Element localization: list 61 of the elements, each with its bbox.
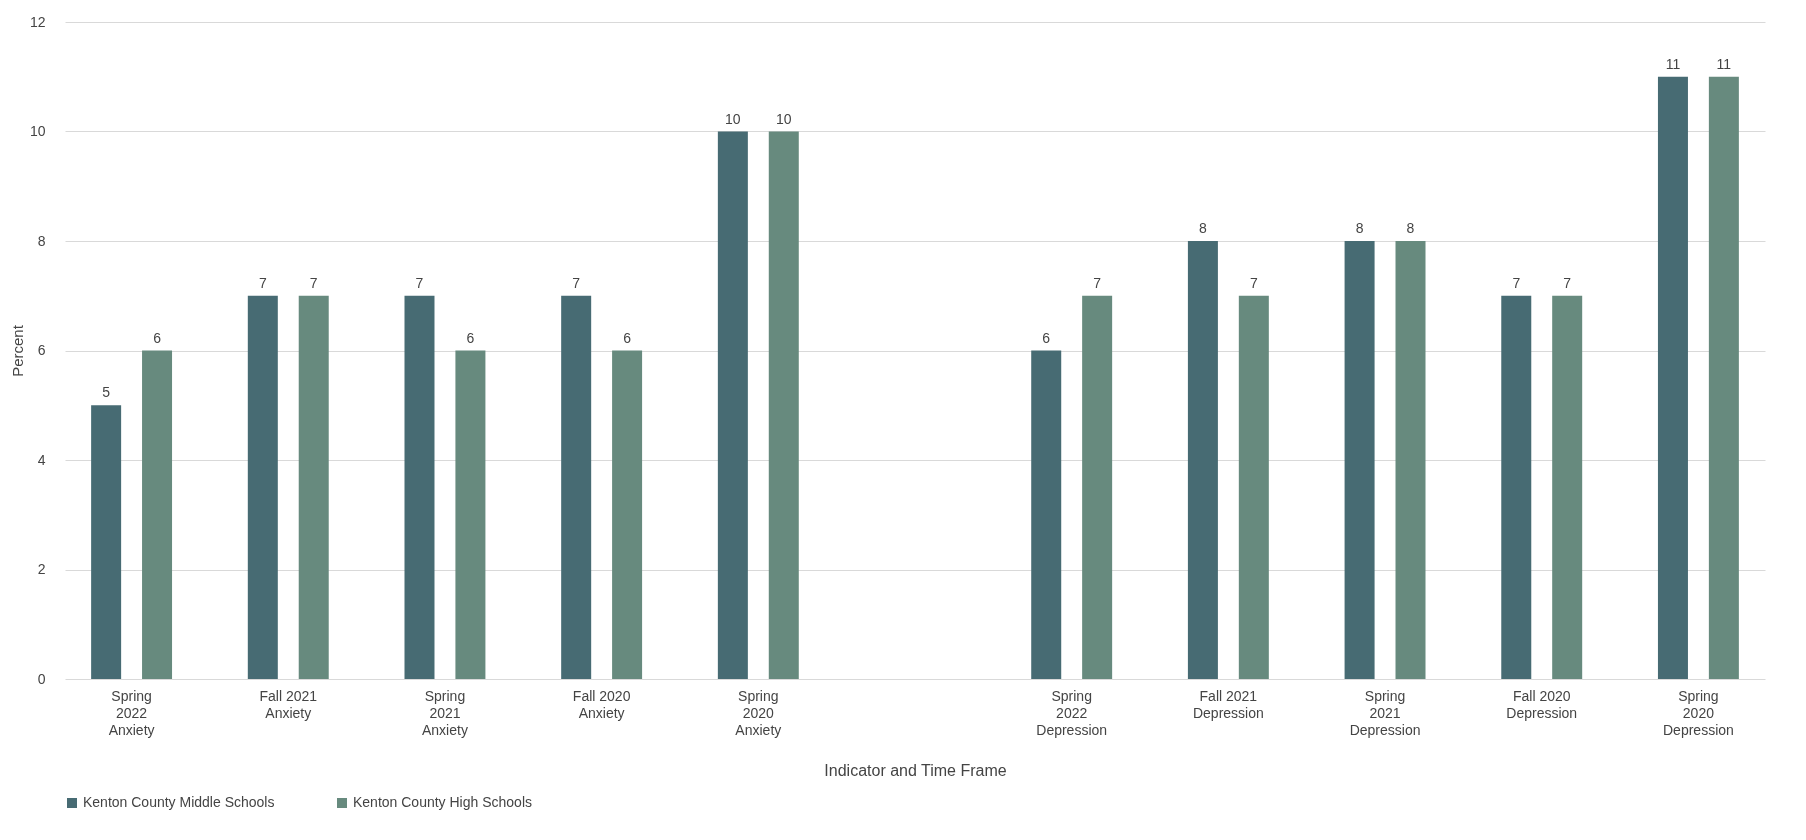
legend-label: Kenton County High Schools (353, 794, 532, 810)
data-label: 7 (1093, 274, 1102, 291)
data-label: 7 (1249, 274, 1258, 291)
x-tick-label: Fall 2020 Anxiety (572, 687, 631, 721)
data-label: 6 (153, 329, 162, 346)
bar (1395, 241, 1426, 679)
bar (404, 295, 435, 679)
bar (91, 405, 122, 679)
y-tick-label: 6 (37, 342, 46, 358)
x-tick-label: Spring 2021 Anxiety (421, 687, 468, 738)
bar (1657, 76, 1688, 679)
y-tick-label: 0 (37, 670, 46, 687)
y-axis-title: Percent (8, 324, 26, 377)
bar (612, 350, 643, 679)
bar (142, 350, 173, 679)
x-tick-label: Spring 2022 Anxiety (108, 687, 155, 738)
data-label: 8 (1199, 220, 1207, 236)
data-label: 6 (1042, 329, 1051, 346)
data-label: 8 (1355, 220, 1364, 236)
bar (561, 295, 592, 679)
data-label: 8 (1406, 220, 1415, 236)
x-tick-label: Fall 2021 Depression (1192, 687, 1264, 721)
bar (1344, 241, 1375, 679)
data-label: 10 (775, 110, 792, 127)
bar (1708, 76, 1739, 679)
data-label: 7 (415, 274, 424, 291)
y-tick-label: 12 (29, 13, 46, 30)
bar (1552, 295, 1583, 679)
bar (1238, 295, 1269, 679)
x-tick-label: Fall 2020 Depression (1506, 687, 1578, 721)
bar (247, 295, 278, 679)
data-label: 7 (572, 274, 581, 291)
x-tick-label: Spring 2022 Depression (1036, 687, 1108, 738)
data-label: 5 (102, 384, 111, 401)
bar (717, 131, 748, 679)
x-tick-label: Spring 2021 Depression (1349, 687, 1421, 738)
data-label: 11 (1665, 55, 1681, 72)
y-tick-label: 4 (37, 451, 46, 468)
data-label: 10 (725, 110, 741, 127)
bar (455, 350, 486, 679)
bar (768, 131, 799, 679)
y-tick-label: 8 (37, 232, 46, 249)
y-tick-label: 2 (37, 561, 46, 577)
bar (298, 295, 329, 679)
bar (1187, 241, 1218, 679)
data-label: 7 (309, 274, 318, 291)
data-label: 6 (623, 329, 632, 346)
x-tick-label: Fall 2021 Anxiety (259, 687, 318, 721)
bar (1082, 295, 1113, 679)
y-tick-label: 10 (29, 123, 46, 139)
x-tick-label: Spring 2020 Anxiety (735, 687, 782, 738)
data-label: 7 (1512, 274, 1521, 291)
x-tick-label: Spring 2020 Depression (1663, 687, 1734, 738)
bar (1501, 295, 1532, 679)
data-label: 11 (1716, 55, 1732, 72)
x-axis-title: Indicator and Time Frame (824, 761, 1007, 779)
data-label: 7 (258, 274, 267, 291)
data-label: 6 (466, 329, 475, 346)
legend-label: Kenton County Middle Schools (83, 794, 275, 810)
bar (1031, 350, 1062, 679)
data-label: 7 (1563, 274, 1572, 291)
